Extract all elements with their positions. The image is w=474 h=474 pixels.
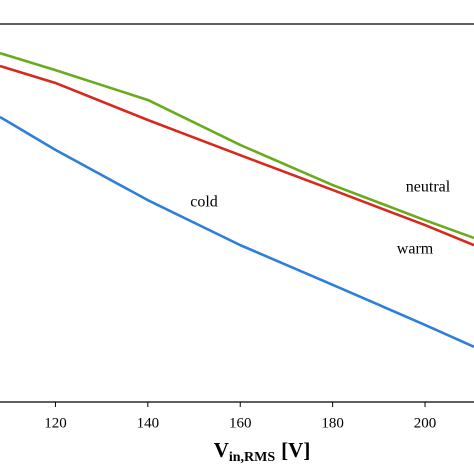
- series-line: [0, 64, 474, 247]
- x-label-unit: [V]: [281, 438, 310, 462]
- series-label: neutral: [406, 179, 451, 196]
- x-tick-label: 160: [229, 415, 252, 431]
- x-axis-label: Vin,RMS [V]: [214, 438, 311, 465]
- x-label-main: V: [214, 438, 229, 462]
- series-line: [0, 51, 474, 240]
- series-label: cold: [190, 194, 218, 211]
- series-label: warm: [397, 241, 434, 258]
- series-line: [0, 115, 474, 348]
- x-tick-label: 120: [44, 415, 67, 431]
- x-tick-label: 200: [414, 415, 437, 431]
- x-tick-label: 140: [137, 415, 160, 431]
- x-label-subscript: in,RMS: [229, 450, 276, 465]
- x-tick-label: 180: [321, 415, 344, 431]
